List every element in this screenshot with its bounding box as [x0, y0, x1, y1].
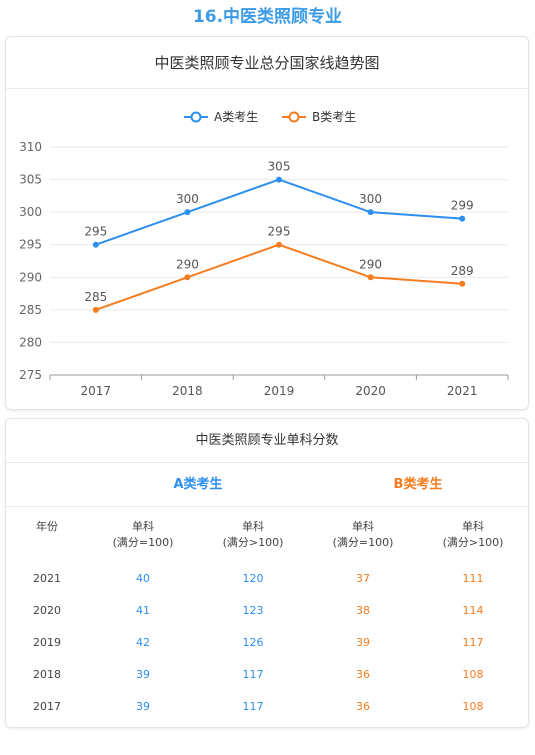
cell-year: 2020 — [33, 604, 61, 617]
header-col1-line2: (满分=100) — [112, 536, 174, 549]
header-col1: 单科 (满分=100) — [88, 519, 198, 551]
table-title: 中医类照顾专业单科分数 — [6, 419, 528, 463]
x-tick-label: 2021 — [447, 384, 478, 398]
x-tick-label: 2017 — [81, 384, 112, 398]
cell-a2: 126 — [242, 636, 264, 649]
cell-b1: 36 — [356, 668, 370, 681]
header-col3-line2: (满分=100) — [332, 536, 394, 549]
data-label: 299 — [451, 199, 474, 213]
table-header-row: 年份 单科 (满分=100) 单科 (满分>100) 单科 (满分=100) 单… — [6, 507, 528, 563]
group-b-header: B类考生 — [393, 477, 443, 492]
y-tick-label: 290 — [19, 270, 42, 284]
cell-a2: 117 — [242, 668, 264, 681]
header-col2: 单科 (满分>100) — [198, 519, 308, 551]
cell-a2: 123 — [242, 604, 264, 617]
table-row: 2020 41 123 38 114 — [6, 595, 528, 627]
cell-b1: 37 — [356, 572, 370, 585]
legend-label: A类考生 — [214, 110, 258, 124]
data-label: 300 — [176, 192, 199, 206]
x-tick-label: 2018 — [172, 384, 203, 398]
y-tick-label: 275 — [19, 368, 42, 382]
header-col2-line2: (满分>100) — [222, 536, 284, 549]
data-label: 289 — [451, 264, 474, 278]
header-col2-line1: 单科 — [242, 520, 264, 533]
data-label: 290 — [359, 257, 382, 271]
data-point — [367, 274, 374, 281]
cell-b2: 117 — [462, 636, 484, 649]
line-chart: 275 280 285 290 295 300 305 310 2017 2018 2019 2020… — [19, 110, 509, 398]
chart-title: 中医类照顾专业总分国家线趋势图 — [6, 37, 528, 89]
score-table-card: 中医类照顾专业单科分数 A类考生 B类考生 年份 单科 (满分=100) 单科 … — [5, 418, 529, 728]
cell-year: 2021 — [33, 572, 61, 585]
chart-card: 中医类照顾专业总分国家线趋势图 275 280 285 290 295 300 305 310… — [5, 36, 529, 410]
cell-a2: 117 — [242, 700, 264, 713]
y-tick-label: 285 — [19, 303, 42, 317]
cell-year: 2019 — [33, 636, 61, 649]
y-tick-label: 310 — [19, 140, 42, 154]
data-label: 295 — [268, 225, 291, 239]
data-point — [184, 209, 191, 216]
data-label: 300 — [359, 192, 382, 206]
x-tick-label: 2019 — [264, 384, 295, 398]
y-tick-label: 295 — [19, 238, 42, 252]
data-point — [184, 274, 191, 281]
data-point — [367, 209, 374, 216]
legend-marker — [190, 111, 202, 123]
data-point — [459, 280, 466, 287]
table-row: 2018 39 117 36 108 — [6, 659, 528, 691]
cell-a1: 42 — [136, 636, 150, 649]
data-label: 295 — [84, 225, 107, 239]
header-col3-line1: 单科 — [352, 520, 374, 533]
header-col4: 单科 (满分>100) — [418, 519, 528, 551]
table-row: 2017 39 117 36 108 — [6, 691, 528, 723]
cell-a1: 41 — [136, 604, 150, 617]
cell-year: 2018 — [33, 668, 61, 681]
cell-b2: 108 — [462, 700, 484, 713]
data-point — [276, 241, 282, 248]
header-year: 年份 — [36, 520, 58, 533]
cell-a1: 39 — [136, 700, 150, 713]
y-tick-label: 305 — [19, 173, 42, 187]
y-tick-label: 280 — [19, 335, 42, 349]
x-tick-label: 2020 — [355, 384, 386, 398]
header-col3: 单科 (满分=100) — [308, 519, 418, 551]
cell-b2: 111 — [462, 572, 484, 585]
header-col4-line1: 单科 — [462, 520, 484, 533]
table-row: 2021 40 120 37 111 — [6, 563, 528, 595]
cell-b1: 39 — [356, 636, 370, 649]
page-heading: 16.中医类照顾专业 — [192, 7, 343, 27]
data-label: 285 — [84, 290, 107, 304]
table-row: 2019 42 126 39 117 — [6, 627, 528, 659]
cell-a1: 40 — [136, 572, 150, 585]
cell-b1: 38 — [356, 604, 370, 617]
data-point — [459, 215, 466, 222]
y-tick-label: 300 — [19, 205, 42, 219]
data-point — [276, 176, 282, 183]
legend-marker — [288, 111, 300, 123]
cell-a2: 120 — [242, 572, 264, 585]
group-header-row: A类考生 B类考生 — [6, 463, 528, 507]
legend-label: B类考生 — [312, 110, 356, 124]
cell-year: 2017 — [33, 700, 61, 713]
data-point — [92, 241, 99, 248]
cell-b2: 114 — [462, 604, 484, 617]
cell-b2: 108 — [462, 668, 484, 681]
header-col4-line2: (满分>100) — [442, 536, 504, 549]
header-col1-line1: 单科 — [132, 520, 154, 533]
data-label: 305 — [268, 160, 291, 174]
data-label: 290 — [176, 257, 199, 271]
cell-b1: 36 — [356, 700, 370, 713]
data-point — [92, 306, 99, 313]
group-a-header: A类考生 — [173, 477, 223, 492]
cell-a1: 39 — [136, 668, 150, 681]
